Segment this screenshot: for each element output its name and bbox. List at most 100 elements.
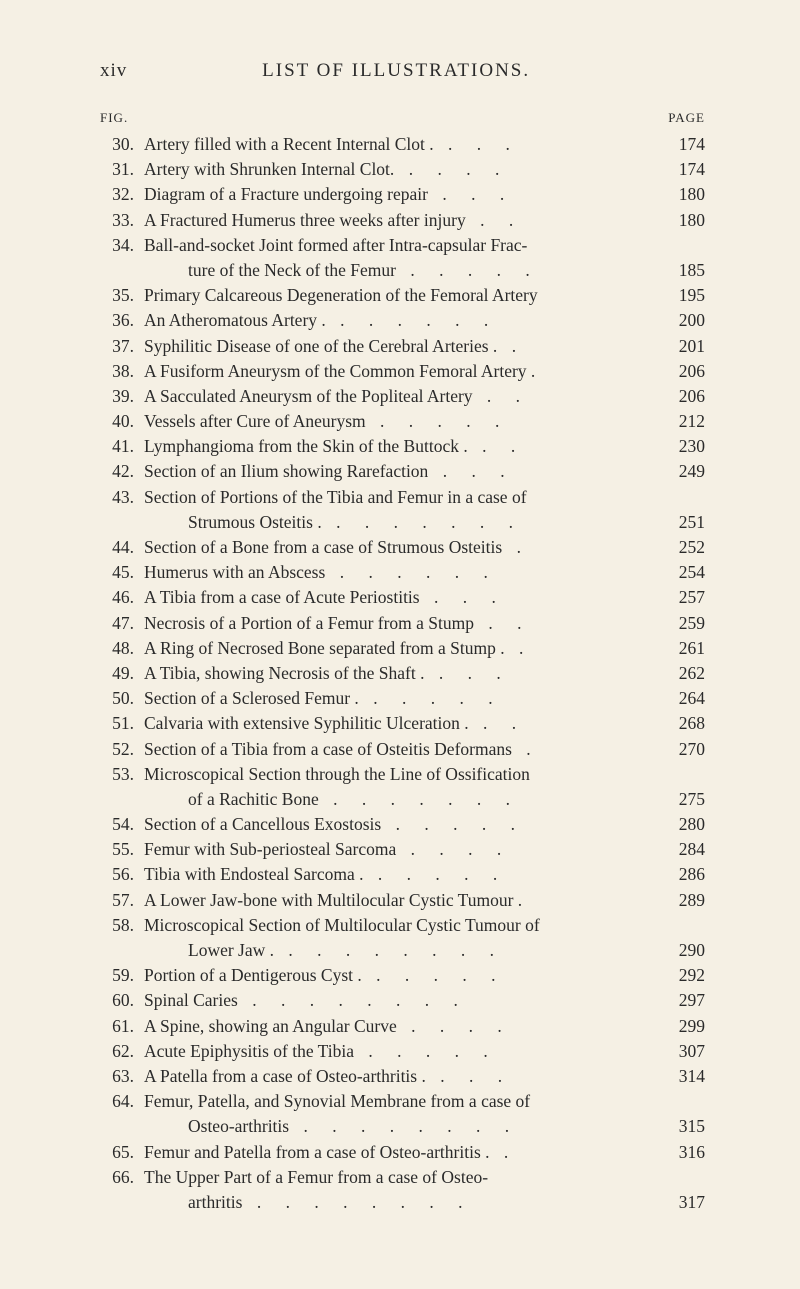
entry-text-wrap: Artery with Shrunken Internal Clot.174 .… xyxy=(144,157,705,182)
entry-text-wrap: A Ring of Necrosed Bone separated from a… xyxy=(144,636,705,661)
list-item: 42.Section of an Ilium showing Rarefacti… xyxy=(100,459,705,484)
entry-text-wrap: Ball-and-socket Joint formed after Intra… xyxy=(144,233,705,258)
page-title: LIST OF ILLUSTRATIONS. xyxy=(87,60,705,82)
entry-page-number: 315 xyxy=(663,1114,705,1139)
leader-dots: . . . xyxy=(420,587,506,607)
list-item: 37.Syphilitic Disease of one of the Cere… xyxy=(100,334,705,359)
list-item: 61. A Spine, showing an Angular Curve299 … xyxy=(100,1014,705,1039)
entry-text: An Atheromatous Artery . xyxy=(144,310,326,330)
entry-text-wrap: Section of a Bone from a case of Strumou… xyxy=(144,535,705,560)
entry-text-wrap: Section of Portions of the Tibia and Fem… xyxy=(144,485,705,510)
entry-text: A Patella from a case of Osteo-arthritis… xyxy=(144,1066,426,1086)
entry-page-number: 264 xyxy=(663,686,705,711)
entry-page-number: 317 xyxy=(663,1190,705,1215)
leader-dots: . . . xyxy=(428,184,514,204)
entry-number: 55. xyxy=(100,837,134,862)
entry-page-number: 230 xyxy=(663,434,705,459)
entry-text: Acute Epiphysitis of the Tibia xyxy=(144,1041,354,1061)
entry-page-number: 180 xyxy=(663,208,705,233)
leader-dots: . . . . . xyxy=(364,864,508,884)
entry-text: Femur, Patella, and Synovial Membrane fr… xyxy=(144,1091,530,1111)
entry-number: 32. xyxy=(100,182,134,207)
entry-text-wrap: Strumous Osteitis .251 . . . . . . . xyxy=(188,510,705,535)
entry-page-number: 314 xyxy=(663,1064,705,1089)
entry-text: A Spine, showing an Angular Curve xyxy=(144,1016,397,1036)
entry-page-number: 251 xyxy=(663,510,705,535)
entry-text: Artery filled with a Recent Internal Clo… xyxy=(144,134,434,154)
page-column-label: PAGE xyxy=(668,110,705,126)
entry-page-number: 316 xyxy=(663,1140,705,1165)
entry-text-wrap: A Spine, showing an Angular Curve299 . .… xyxy=(144,1014,705,1039)
leader-dots: . . . . xyxy=(396,839,511,859)
entry-number: 33. xyxy=(100,208,134,233)
entry-number: 61. xyxy=(100,1014,134,1039)
entry-text-wrap: Syphilitic Disease of one of the Cerebra… xyxy=(144,334,705,359)
list-item: 59.Portion of a Dentigerous Cyst .292 . … xyxy=(100,963,705,988)
entry-number: 66. xyxy=(100,1165,134,1190)
entry-number: 60. xyxy=(100,988,134,1013)
entry-page-number: 275 xyxy=(663,787,705,812)
list-item: 53.Microscopical Section through the Lin… xyxy=(100,762,705,787)
list-item: 54.Section of a Cancellous Exostosis280 … xyxy=(100,812,705,837)
leader-dots: . . . . . xyxy=(362,965,506,985)
entry-text: ture of the Neck of the Femur xyxy=(188,260,396,280)
entry-page-number: 252 xyxy=(663,535,705,560)
leader-dots: . . . xyxy=(428,461,514,481)
entry-number: 38. xyxy=(100,359,134,384)
entry-number: 41. xyxy=(100,434,134,459)
list-item: Lower Jaw .290 . . . . . . . . xyxy=(100,938,705,963)
entry-page-number: 185 xyxy=(663,258,705,283)
entry-text-wrap: Lower Jaw .290 . . . . . . . . xyxy=(188,938,705,963)
column-headers: FIG. PAGE xyxy=(100,110,705,126)
entry-number: 50. xyxy=(100,686,134,711)
list-item: 44.Section of a Bone from a case of Stru… xyxy=(100,535,705,560)
entry-text-wrap: Microscopical Section through the Line o… xyxy=(144,762,705,787)
entry-text-wrap: Acute Epiphysitis of the Tibia307 . . . … xyxy=(144,1039,705,1064)
entry-page-number: 268 xyxy=(663,711,705,736)
entry-page-number: 280 xyxy=(663,812,705,837)
list-item: of a Rachitic Bone275 . . . . . . . xyxy=(100,787,705,812)
entry-text-wrap: A Patella from a case of Osteo-arthritis… xyxy=(144,1064,705,1089)
entry-page-number: 259 xyxy=(663,611,705,636)
entry-text-wrap: ture of the Neck of the Femur 185 . . . .… xyxy=(188,258,705,283)
entry-number: 64. xyxy=(100,1089,134,1114)
leader-dots: . . . . . xyxy=(366,411,510,431)
entry-text: Lower Jaw . xyxy=(188,940,274,960)
entry-text: A Fractured Humerus three weeks after in… xyxy=(144,210,466,230)
list-item: 62.Acute Epiphysitis of the Tibia307 . .… xyxy=(100,1039,705,1064)
leader-dots: . . xyxy=(466,210,524,230)
entry-text-wrap: Primary Calcareous Degeneration of the F… xyxy=(144,283,705,308)
leader-dots: . xyxy=(497,336,526,356)
entry-page-number: 261 xyxy=(663,636,705,661)
entry-page-number: 262 xyxy=(663,661,705,686)
entry-number: 43. xyxy=(100,485,134,510)
list-item: 30.Artery filled with a Recent Internal … xyxy=(100,132,705,157)
leader-dots: . . . . . . . xyxy=(322,512,523,532)
entry-number: 51. xyxy=(100,711,134,736)
entry-number: 47. xyxy=(100,611,134,636)
entry-page-number: 174 xyxy=(663,157,705,182)
entry-text-wrap: arthritis317 . . . . . . . . xyxy=(188,1190,705,1215)
entry-text-wrap: of a Rachitic Bone275 . . . . . . . xyxy=(188,787,705,812)
entry-text-wrap: Section of a Tibia from a case of Osteit… xyxy=(144,737,705,762)
list-item: 45.Humerus with an Abscess254 . . . . . … xyxy=(100,560,705,585)
leader-dots: . . . . . xyxy=(396,260,540,280)
entry-number: 54. xyxy=(100,812,134,837)
illustration-list: 30.Artery filled with a Recent Internal … xyxy=(100,132,705,1215)
entry-number: 39. xyxy=(100,384,134,409)
list-item: 47.Necrosis of a Portion of a Femur from… xyxy=(100,611,705,636)
leader-dots: . . xyxy=(474,613,532,633)
entry-text: A Tibia from a case of Acute Periostitis xyxy=(144,587,420,607)
entry-page-number: 297 xyxy=(663,988,705,1013)
entry-number: 42. xyxy=(100,459,134,484)
entry-text: Artery with Shrunken Internal Clot. xyxy=(144,159,394,179)
leader-dots: . xyxy=(505,638,534,658)
entry-page-number: 254 xyxy=(663,560,705,585)
entry-number: 63. xyxy=(100,1064,134,1089)
entry-number: 48. xyxy=(100,636,134,661)
leader-dots: . . . . . . . . xyxy=(274,940,504,960)
entry-number: 31. xyxy=(100,157,134,182)
fig-column-label: FIG. xyxy=(100,110,128,126)
entry-page-number: 257 xyxy=(663,585,705,610)
entry-text: Section of a Bone from a case of Strumou… xyxy=(144,537,502,557)
